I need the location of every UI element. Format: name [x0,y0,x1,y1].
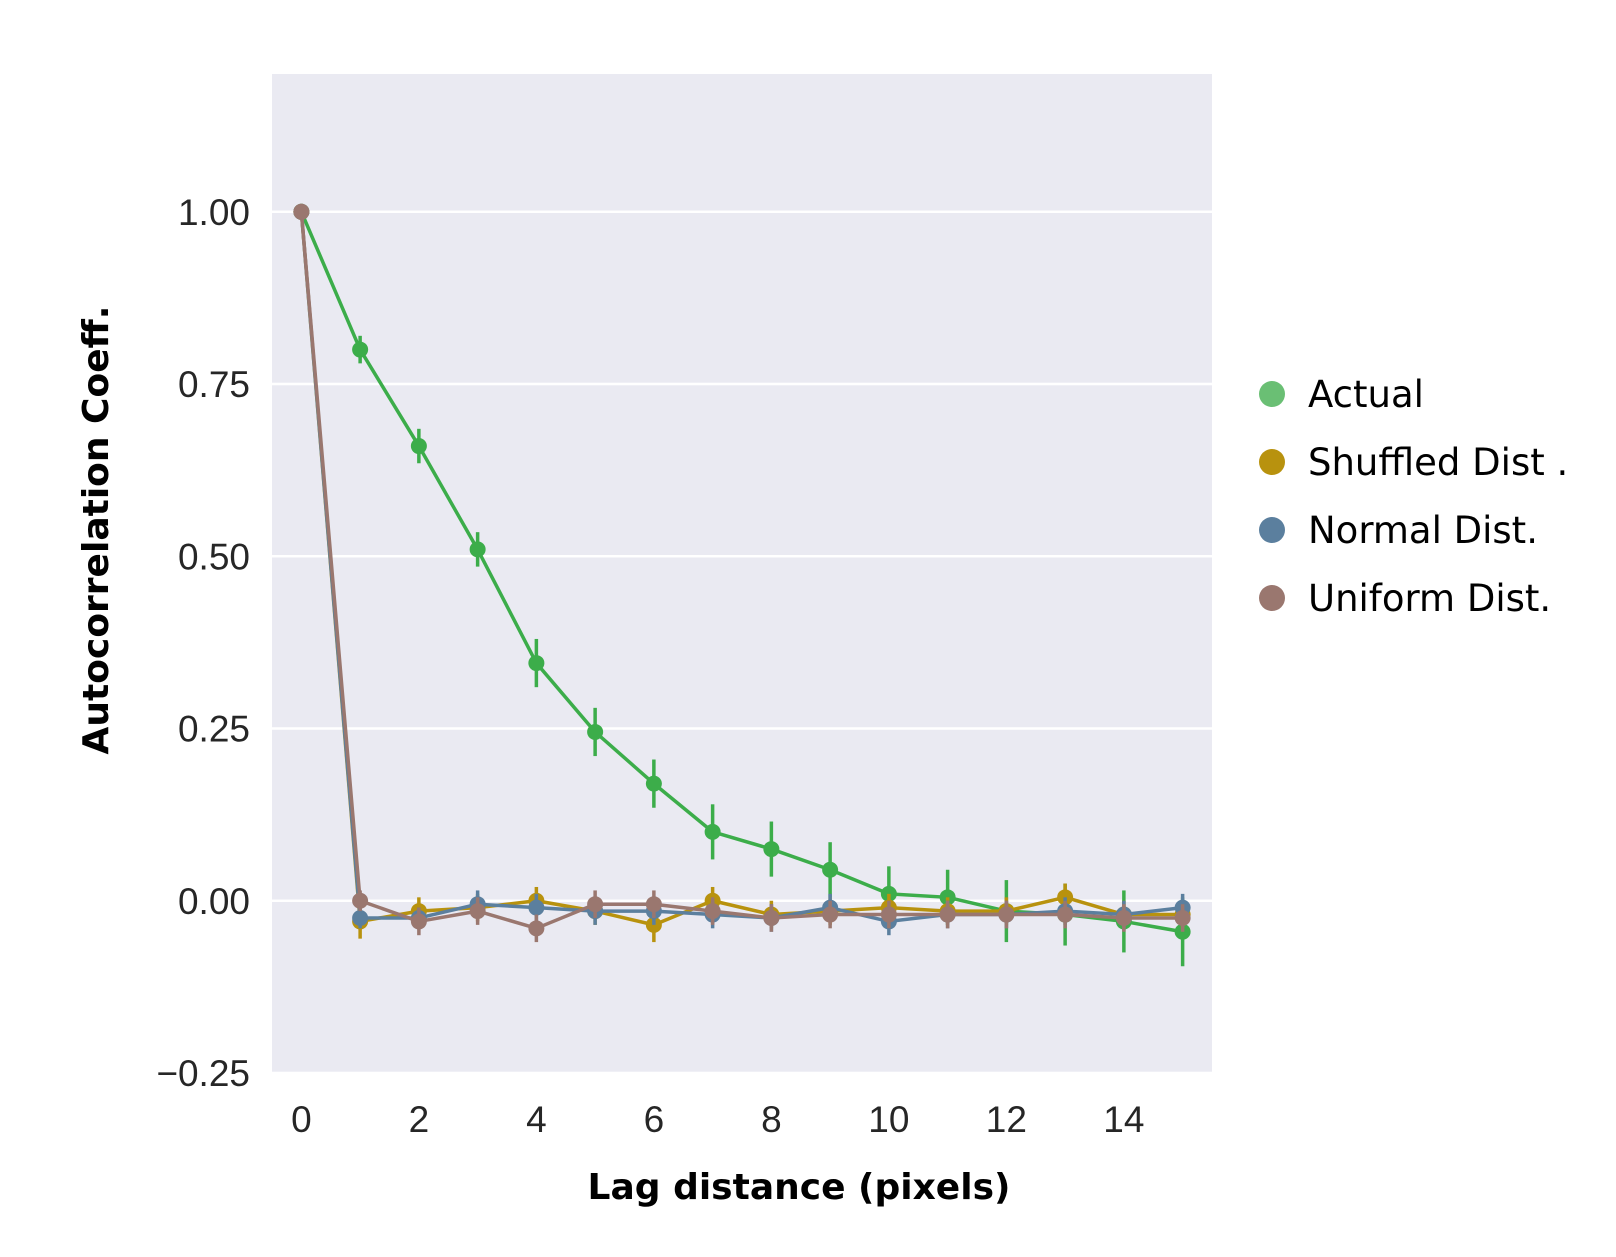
data-point [293,203,310,220]
legend-item: Actual [1259,373,1424,416]
legend-marker [1259,517,1285,543]
grid-lines [272,210,1212,1075]
y-tick-label: 0.50 [178,536,250,577]
x-tick-label: 0 [291,1099,312,1140]
y-tick-labels: −0.25 0.00 0.25 0.50 0.75 1.00 [156,192,250,1094]
data-point [763,909,780,926]
legend-label: Shuffled Dist . [1308,441,1568,484]
data-point [645,775,662,792]
y-axis-title: Autocorrelation Coeff. [76,306,117,755]
legend-item: Shuffled Dist . [1259,441,1568,484]
data-point [410,913,427,930]
data-point [704,823,721,840]
x-tick-label: 4 [526,1099,547,1140]
x-tick-label: 10 [868,1099,909,1140]
data-point [587,723,604,740]
legend-item: Uniform Dist. [1259,577,1551,620]
data-point [822,861,839,878]
data-point [1174,909,1191,926]
legend-label: Normal Dist. [1308,509,1538,552]
x-axis-title: Lag distance (pixels) [588,1167,1011,1208]
data-point [998,906,1015,923]
data-point [704,903,721,920]
data-point [645,896,662,913]
x-tick-label: 2 [409,1099,430,1140]
data-point [528,655,545,672]
data-point [410,438,427,455]
y-tick-label: −0.25 [156,1053,250,1094]
legend-marker [1259,449,1285,475]
y-tick-label: 0.00 [178,881,250,922]
y-tick-label: 0.25 [178,709,250,750]
data-point [587,896,604,913]
y-tick-label: 1.00 [178,192,250,233]
data-point [880,906,897,923]
data-point [528,899,545,916]
x-tick-labels: 0 2 4 6 8 10 12 14 [291,1099,1144,1140]
legend-label: Actual [1308,373,1424,416]
data-point [469,541,486,558]
data-point [469,903,486,920]
data-point [939,906,956,923]
series-3 [293,203,1191,943]
y-tick-label: 0.75 [178,364,250,405]
data-point [763,841,780,858]
x-tick-label: 6 [644,1099,665,1140]
data-point [1057,906,1074,923]
data-point [352,909,369,926]
legend: Actual Shuffled Dist . Normal Dist. Uniform… [1259,373,1568,620]
x-tick-label: 12 [986,1099,1027,1140]
x-tick-label: 14 [1103,1099,1144,1140]
legend-marker [1259,381,1285,407]
data-point [528,920,545,937]
series-line [299,211,1183,931]
x-tick-label: 8 [761,1099,782,1140]
legend-label: Uniform Dist. [1308,577,1551,620]
legend-item: Normal Dist. [1259,509,1538,552]
series-layer [293,203,1191,967]
legend-marker [1259,585,1285,611]
data-point [1115,909,1132,926]
data-point [822,906,839,923]
data-point [352,892,369,909]
data-point [352,341,369,358]
